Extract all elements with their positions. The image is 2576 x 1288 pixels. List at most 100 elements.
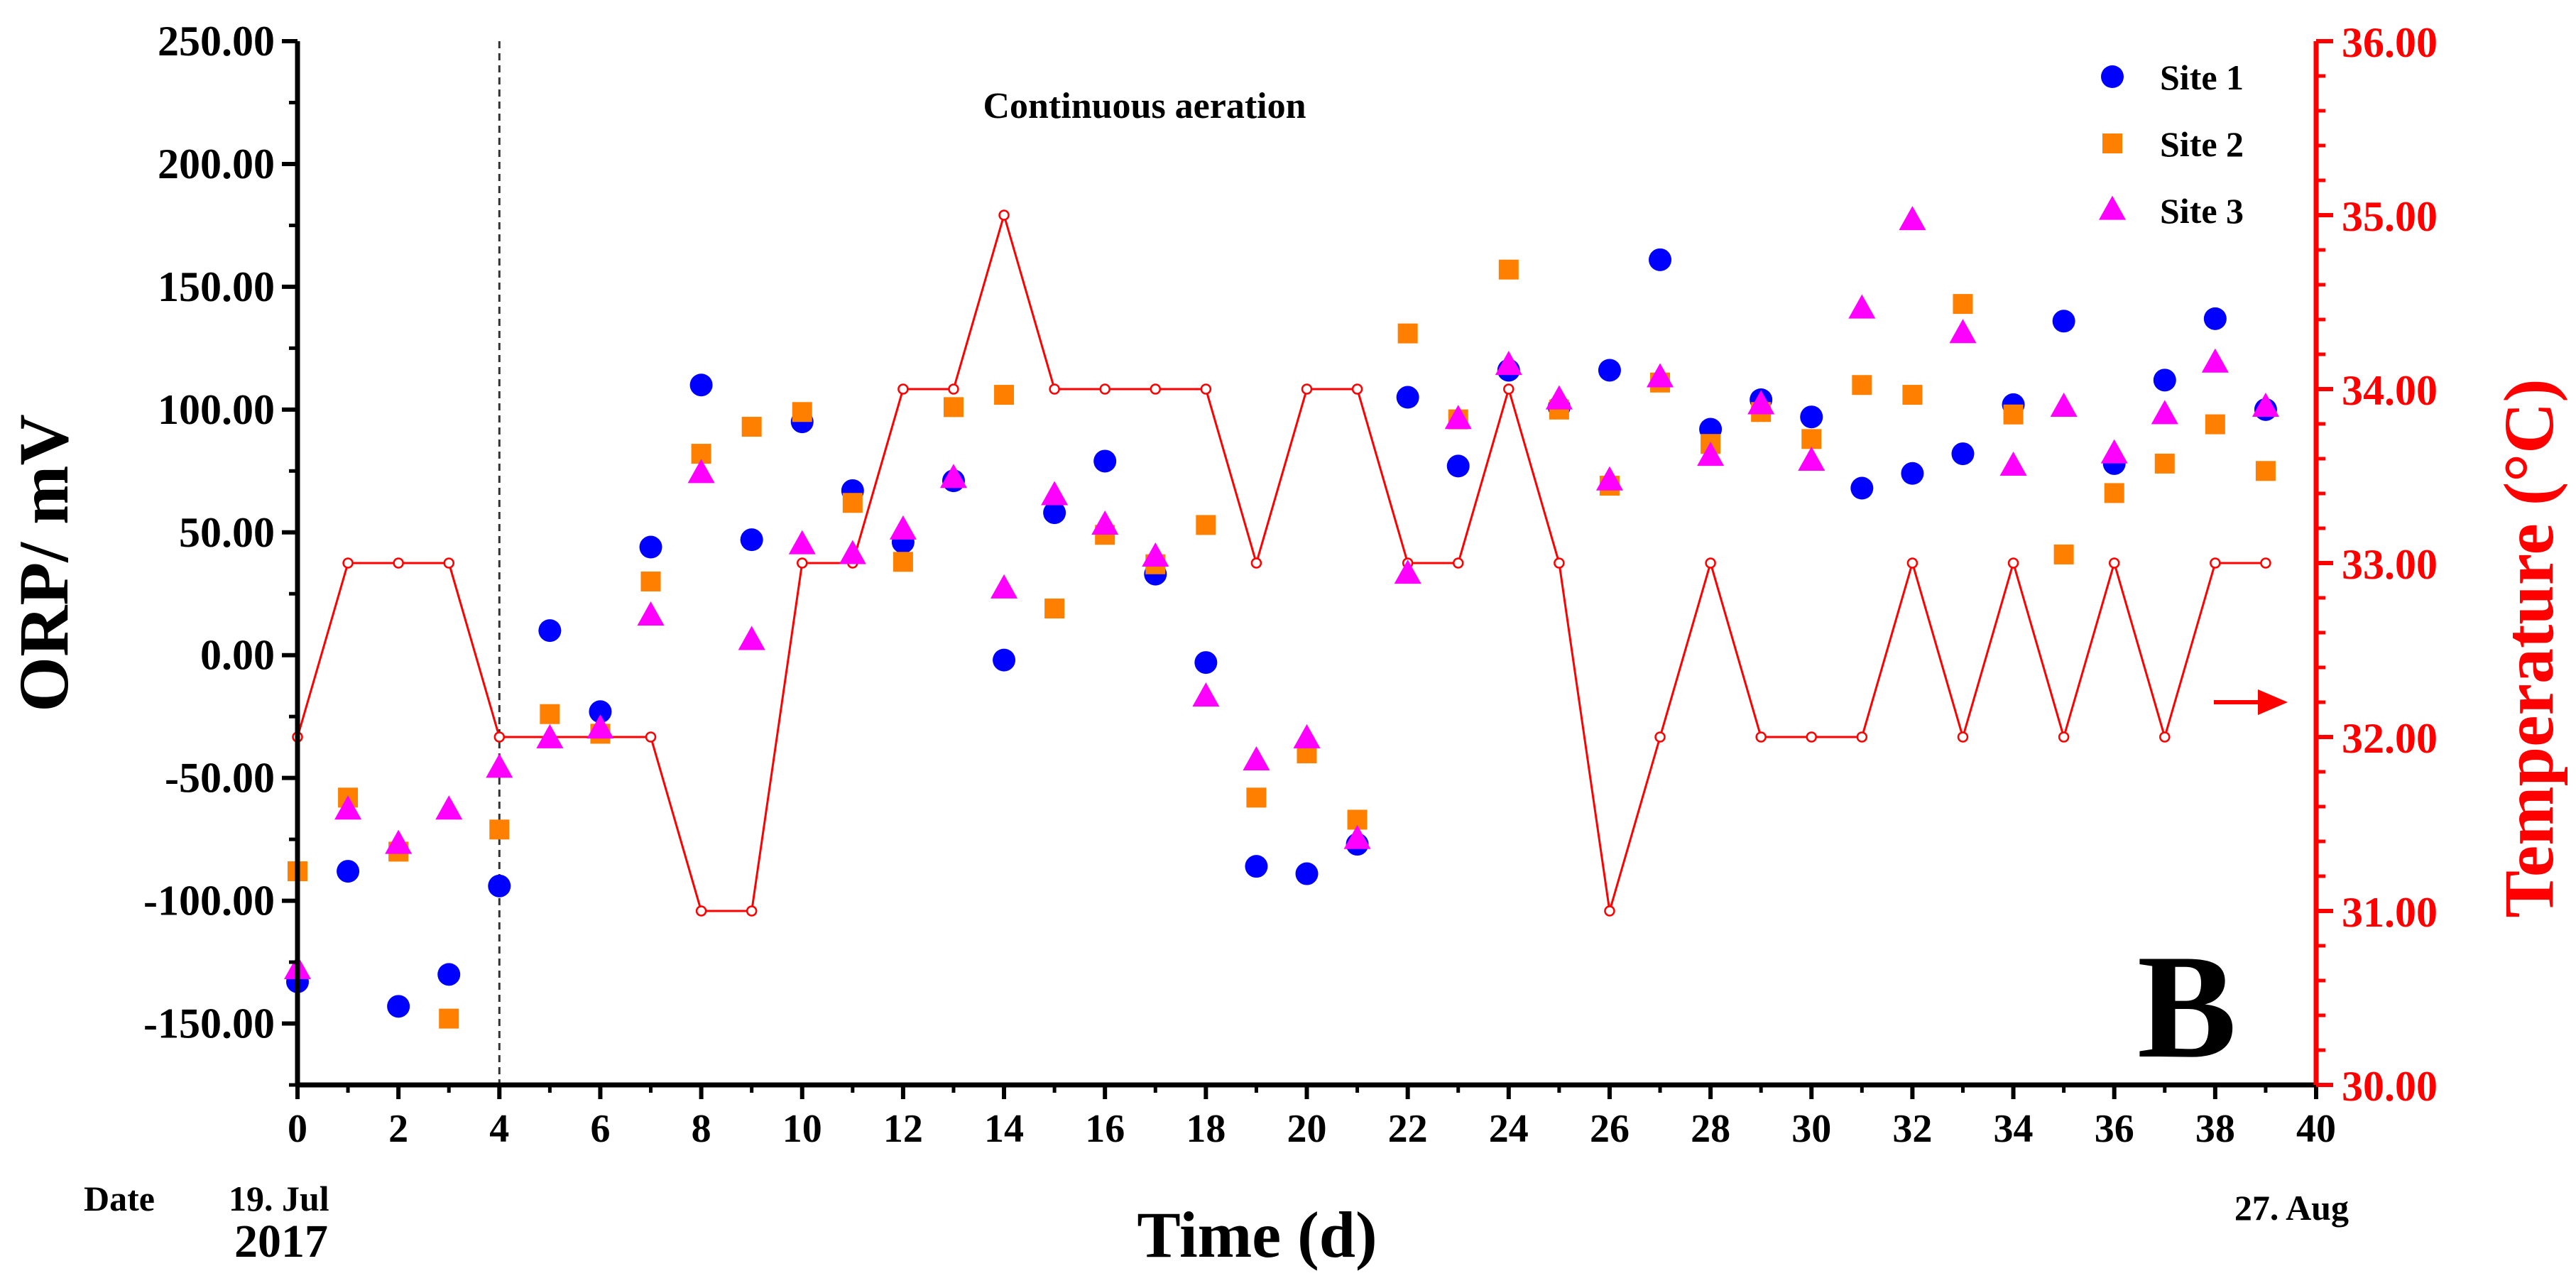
- site2-point: [489, 819, 510, 840]
- temperature-point: [1150, 383, 1162, 395]
- site3-point: [1041, 481, 1069, 506]
- temperature-point: [342, 557, 354, 569]
- temperature-point: [1301, 383, 1313, 395]
- site2-point: [1801, 429, 1822, 449]
- start-year: 2017: [234, 1216, 328, 1267]
- temperature-point: [897, 383, 909, 395]
- y-tick-label: -50.00: [165, 755, 275, 802]
- site3-point: [334, 795, 362, 820]
- x-tick-label: 16: [1085, 1107, 1125, 1151]
- temperature-point: [998, 209, 1010, 221]
- site3-point: [1142, 542, 1169, 567]
- site2-point: [741, 417, 762, 437]
- orp-series: [284, 206, 2279, 1029]
- start-date: 19. Jul: [229, 1179, 329, 1218]
- site1-point: [993, 648, 1016, 672]
- site3-point: [1192, 682, 1220, 707]
- temperature-point: [1755, 731, 1767, 743]
- x-axis-title: Time (d): [1137, 1199, 1377, 1271]
- legend-label-1: Site 1: [2160, 58, 2244, 97]
- site3-point: [1293, 724, 1321, 748]
- site3-point: [1899, 206, 1926, 231]
- temperature-line: [296, 211, 2266, 912]
- y-tick-label: 200.00: [158, 141, 275, 187]
- site2-point: [943, 397, 964, 417]
- temperature-point: [1856, 731, 1868, 743]
- temperature-point: [2108, 557, 2120, 569]
- temperature-point: [695, 905, 707, 917]
- site1-point: [1093, 449, 1117, 473]
- temperature-point: [1906, 557, 1919, 569]
- site1-point: [2153, 369, 2176, 392]
- site1-point: [1951, 442, 1975, 466]
- annotation-text: Continuous aeration: [983, 86, 1306, 126]
- temperature-point: [1250, 557, 1262, 569]
- site1-point: [1446, 454, 1470, 478]
- y-tick-label: 100.00: [158, 386, 275, 433]
- site2-point: [1196, 515, 1216, 535]
- y2-tick-label: 31.00: [2342, 889, 2438, 936]
- temperature-point: [1099, 383, 1110, 395]
- site3-point: [1647, 363, 1674, 388]
- y-tick-label: 250.00: [158, 18, 275, 65]
- y-tick-label: -150.00: [143, 1000, 275, 1047]
- x-tick-label: 18: [1186, 1107, 1226, 1151]
- site3-point: [1595, 466, 1623, 491]
- x-tick-label: 32: [1892, 1107, 1932, 1151]
- site3-point: [536, 724, 564, 748]
- end-date: 27. Aug: [2234, 1188, 2349, 1228]
- legend-label-2: Site 2: [2160, 124, 2244, 164]
- site1-point: [1901, 462, 1924, 485]
- x-tick-label: 12: [883, 1107, 923, 1151]
- site2-point: [2205, 414, 2225, 435]
- site1-point: [387, 995, 410, 1018]
- site2-point: [2255, 461, 2276, 481]
- site3-point: [1545, 385, 1573, 410]
- site3-point: [1999, 451, 2027, 476]
- temperature-point: [393, 557, 404, 569]
- site2-point: [439, 1008, 459, 1029]
- x-tick-label: 14: [984, 1107, 1024, 1151]
- site3-point: [2151, 400, 2178, 425]
- panel-label: B: [2137, 924, 2237, 1089]
- y2-tick-label: 36.00: [2342, 19, 2438, 66]
- temperature-point: [2007, 557, 2019, 569]
- site2-point: [2154, 453, 2175, 474]
- site3-point: [1949, 319, 1977, 344]
- site2-point: [1246, 787, 1267, 808]
- site2-point: [1044, 598, 1065, 618]
- temperature-point: [1604, 905, 1615, 917]
- site1-point: [589, 700, 612, 724]
- y2-tick-label: 32.00: [2342, 715, 2438, 762]
- temperature-point: [2210, 557, 2221, 569]
- x-tick-label: 34: [1994, 1107, 2034, 1151]
- site3-point: [1697, 442, 1725, 466]
- site1-point: [1649, 248, 1672, 271]
- site2-point: [1902, 385, 1923, 405]
- site3-point: [637, 601, 665, 626]
- temperature-point: [1806, 731, 1817, 743]
- site3-point: [2201, 348, 2229, 373]
- x-tick-label: 28: [1691, 1107, 1730, 1151]
- site2-point: [1498, 259, 1519, 280]
- site2-point: [842, 493, 863, 513]
- site1-point: [1295, 862, 1319, 885]
- temperature-point: [2260, 557, 2271, 569]
- site3-point: [1495, 351, 1522, 376]
- temperature-point: [1503, 383, 1515, 395]
- site3-point: [889, 515, 917, 540]
- site1-point: [1396, 386, 1419, 409]
- site3-point: [990, 574, 1018, 599]
- site1-point: [488, 874, 511, 897]
- site3-point: [839, 540, 866, 564]
- legend-marker-3: [2099, 195, 2126, 220]
- x-tick-label: 22: [1388, 1107, 1428, 1151]
- site3-point: [385, 829, 413, 854]
- y-tick-label: 50.00: [179, 509, 275, 556]
- y-axis-title: ORP/ mV: [4, 414, 83, 711]
- temperature-point: [1452, 557, 1464, 569]
- site3-point: [1243, 746, 1270, 771]
- site1-point: [1043, 501, 1066, 525]
- site2-point: [1397, 323, 1418, 344]
- site3-point: [1091, 510, 1119, 535]
